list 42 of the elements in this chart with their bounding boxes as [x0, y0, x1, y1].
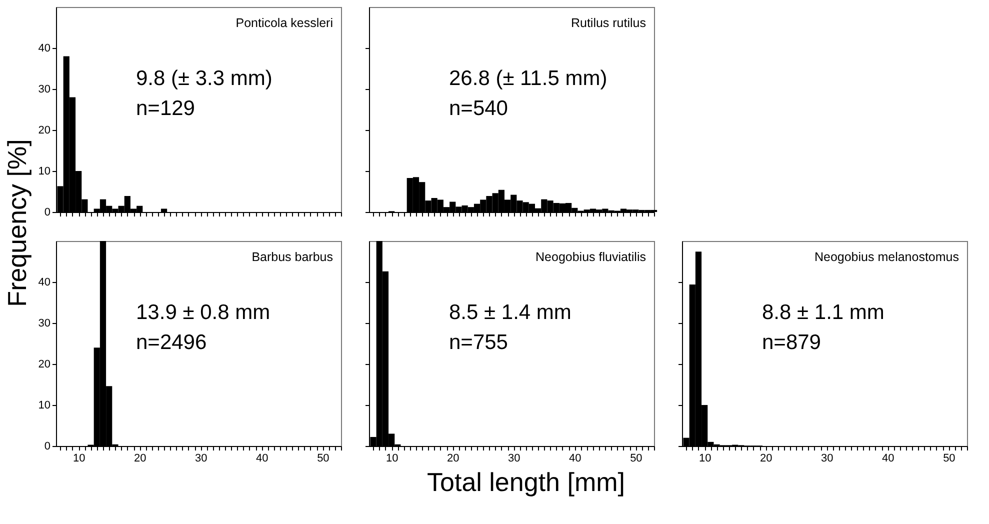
- y-tick-label: 40: [38, 276, 50, 288]
- text: Barbus barbus: [252, 250, 333, 264]
- text: Ponticola kessleri: [236, 16, 333, 30]
- annotation: 8.5 ± 1.4 mm: [449, 301, 572, 324]
- y-tick-label: 0: [44, 206, 50, 218]
- y-tick-label: 30: [38, 318, 50, 330]
- annotation: n=755: [449, 331, 508, 354]
- text: Rutilus rutilus: [570, 16, 646, 30]
- x-axis-title: Total length [mm]: [427, 467, 625, 497]
- annotation: n=129: [136, 97, 195, 120]
- y-tick-label: 10: [38, 400, 50, 412]
- x-tick-label: 20: [134, 452, 146, 464]
- y-tick-label: 20: [38, 124, 50, 136]
- annotation: 9.8 (± 3.3 mm): [136, 67, 272, 90]
- x-tick-label: 10: [72, 452, 86, 464]
- x-tick-label: 50: [317, 452, 330, 464]
- y-tick-label: 30: [38, 84, 50, 96]
- y-axis-title: Frequency [%]: [2, 139, 32, 307]
- y-tick-label: 0: [44, 440, 50, 452]
- annotation: 26.8 (± 11.5 mm): [449, 67, 608, 90]
- x-tick-label: 30: [195, 452, 208, 464]
- x-tick-label: 30: [821, 452, 834, 464]
- x-tick-label: 40: [256, 452, 268, 464]
- text: Neogobius melanostomus: [814, 250, 959, 264]
- x-tick-label: 40: [882, 452, 894, 464]
- text: Neogobius fluviatilis: [536, 250, 646, 264]
- annotation: 13.9 ± 0.8 mm: [136, 301, 270, 324]
- x-tick-label: 20: [760, 452, 772, 464]
- x-tick-label: 40: [569, 452, 582, 464]
- annotation: n=2496: [136, 331, 207, 354]
- x-tick-label: 30: [508, 452, 520, 464]
- annotation: n=879: [762, 331, 821, 354]
- annotation: 8.8 ± 1.1 mm: [762, 301, 884, 324]
- x-tick-label: 10: [698, 452, 712, 464]
- y-tick-label: 20: [38, 358, 50, 370]
- y-tick-label: 40: [38, 42, 50, 54]
- x-tick-label: 50: [943, 452, 956, 464]
- x-tick-label: 20: [446, 452, 460, 464]
- y-tick-label: 10: [38, 166, 50, 178]
- x-tick-label: 10: [386, 452, 398, 464]
- x-tick-label: 50: [630, 452, 642, 464]
- annotation: n=540: [449, 97, 508, 120]
